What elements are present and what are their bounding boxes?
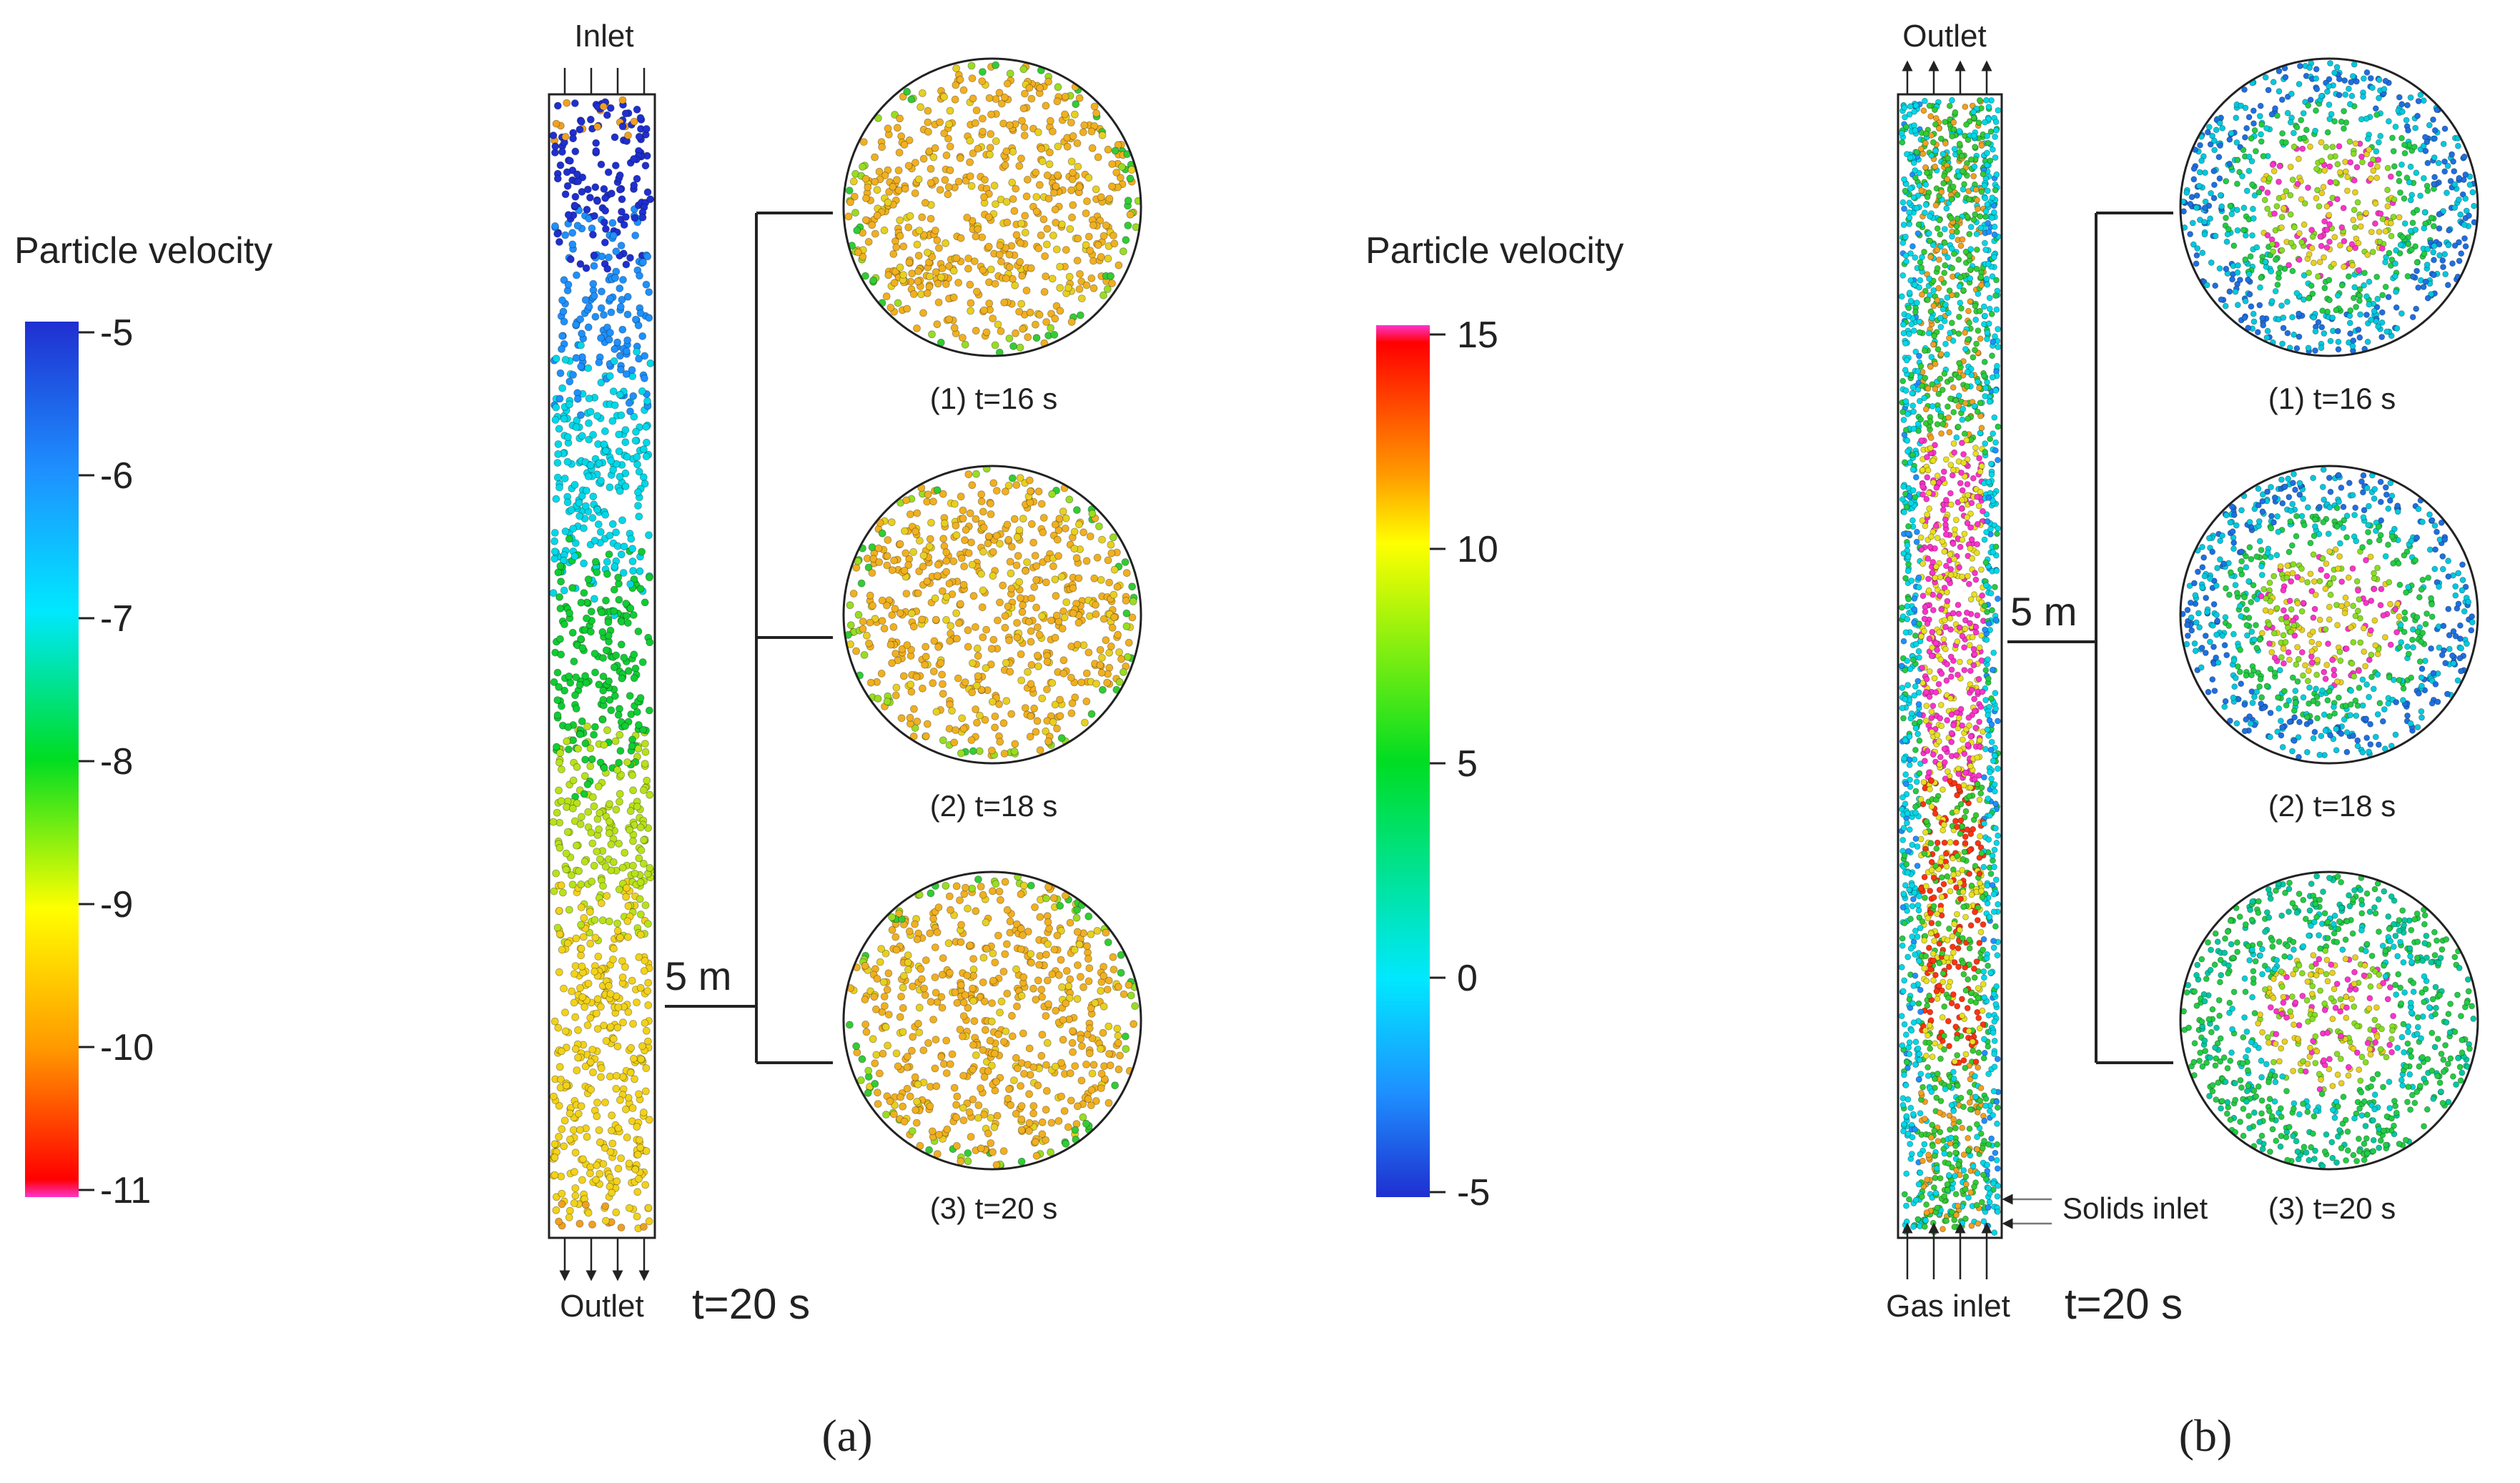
snapshot-b3-label: (3) t=20 s (2268, 1191, 2396, 1225)
snapshot-a3-label: (3) t=20 s (930, 1191, 1058, 1225)
gas-inlet-arrows-b (1902, 1222, 1992, 1279)
column-b: Outlet Solids inlet Gas inlet t=20 s (1886, 19, 2208, 1328)
panel-b-label: (b) (2179, 1410, 2233, 1461)
snapshot-a1-label: (1) t=16 s (930, 382, 1058, 415)
snapshot-a3-outline (842, 871, 1142, 1171)
tick-label: -7 (100, 598, 133, 640)
snapshot-b2-label: (2) t=18 s (2268, 789, 2396, 823)
outlet-arrows-a (559, 1238, 650, 1281)
tick-label: -6 (100, 455, 133, 497)
snapshot-a3: (3) t=20 s (842, 871, 1142, 1225)
column-a-bottom-label: Outlet (560, 1289, 643, 1324)
colorbar-a-bar (25, 322, 79, 1197)
snapshot-b1-particles (2180, 60, 2478, 354)
tick-label: -9 (100, 884, 133, 926)
tick-label: 5 (1457, 743, 1478, 785)
snapshot-b3-particles (2180, 873, 2477, 1169)
snapshot-a2-outline (842, 465, 1142, 765)
column-a-particles (549, 96, 655, 1233)
tick-label: -5 (1457, 1172, 1490, 1214)
snapshot-b2-outline (2179, 465, 2479, 765)
column-b-time-label: t=20 s (2065, 1280, 2183, 1328)
snapshot-b2-particles (2180, 466, 2476, 760)
column-b-side-label: Solids inlet (2062, 1191, 2208, 1225)
connector-b (2007, 212, 2173, 1064)
colorbar-b-ticks: 15 10 5 0 -5 (1430, 314, 1498, 1214)
colorbar-b-bar (1376, 325, 1430, 1197)
tick-label: 10 (1457, 529, 1498, 570)
panel-b: Particle velocity 15 10 5 0 -5 Outlet (1365, 19, 2479, 1461)
panel-a: Particle velocity -5 -6 -7 -8 -9 -10 -11 (14, 19, 1142, 1461)
snapshot-a2-particles (844, 466, 1138, 760)
colorbar-a-ticks: -5 -6 -7 -8 -9 -10 -11 (79, 312, 154, 1211)
snapshot-a1-particles (844, 61, 1141, 356)
column-b-particles (1898, 96, 2002, 1236)
panel-a-label: (a) (821, 1410, 872, 1461)
snapshot-b3: (3) t=20 s (2179, 871, 2479, 1225)
tick-label: -8 (100, 741, 133, 783)
column-b-height-label: 5 m (2010, 589, 2077, 634)
colorbar-b: Particle velocity 15 10 5 0 -5 (1365, 230, 1624, 1214)
tick-label: 0 (1457, 958, 1478, 999)
snapshot-a2: (2) t=18 s (842, 465, 1142, 823)
snapshot-b2: (2) t=18 s (2179, 465, 2479, 823)
snapshot-b1-outline (2179, 57, 2479, 357)
column-a-time-label: t=20 s (692, 1280, 810, 1328)
snapshot-a3-particles (846, 873, 1139, 1169)
snapshot-a2-label: (2) t=18 s (930, 789, 1058, 823)
solids-inlet-arrows-b (2002, 1194, 2052, 1229)
column-a: Inlet Outlet t=20 s 5 m (548, 19, 810, 1328)
column-b-top-label: Outlet (1902, 19, 1986, 54)
colorbar-b-title: Particle velocity (1365, 230, 1624, 272)
colorbar-a: Particle velocity -5 -6 -7 -8 -9 -10 -11 (14, 230, 272, 1211)
tick-label: -11 (100, 1170, 151, 1211)
colorbar-a-title: Particle velocity (14, 230, 272, 272)
tick-label: -5 (100, 312, 133, 354)
snapshot-b1: (1) t=16 s (2179, 57, 2479, 415)
column-b-bottom-label: Gas inlet (1886, 1289, 2010, 1324)
tick-label: -10 (100, 1027, 154, 1068)
snapshot-b3-outline (2179, 871, 2479, 1171)
snapshot-a1: (1) t=16 s (842, 57, 1142, 415)
snapshot-a1-outline (842, 57, 1142, 357)
tick-label: 15 (1457, 314, 1498, 356)
connector-a (665, 212, 833, 1064)
column-a-top-label: Inlet (574, 19, 633, 54)
snapshot-b1-label: (1) t=16 s (2268, 382, 2396, 415)
column-a-height-label: 5 m (665, 953, 731, 998)
